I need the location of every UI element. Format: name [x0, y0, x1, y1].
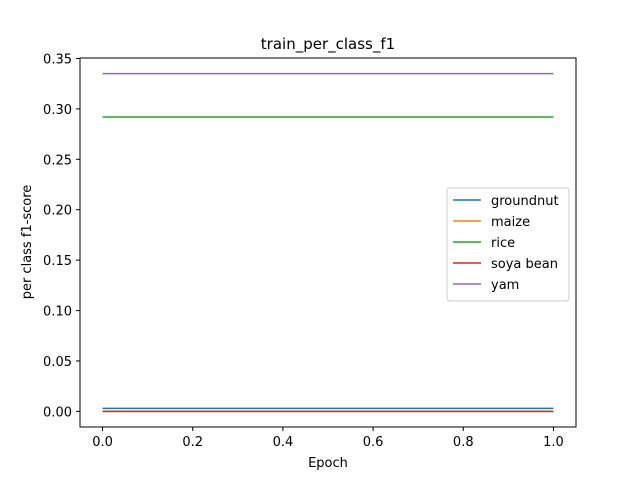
x-tick-label: 0.6: [363, 435, 384, 450]
y-tick-label: 0.35: [43, 53, 72, 68]
legend: groundnut maize rice soya bean yam: [446, 187, 570, 302]
y-axis-label: per class f1-score: [20, 185, 35, 300]
legend-box: [446, 187, 570, 302]
legend-entry-soya-bean: soya bean: [491, 257, 558, 272]
legend-entry-rice: rice: [491, 236, 515, 251]
legend-entry-yam: yam: [491, 278, 519, 293]
y-tick-label: 0.15: [43, 254, 72, 269]
x-axis-label: Epoch: [308, 456, 348, 471]
plot-lines: [102, 72, 554, 413]
y-tick-label: 0.30: [43, 103, 72, 118]
legend-entry-maize: maize: [491, 215, 530, 230]
y-tick-label: 0.10: [43, 305, 72, 320]
y-tick-label: 0.05: [43, 355, 72, 370]
legend-entry-groundnut: groundnut: [491, 194, 559, 209]
x-tick-label: 0.8: [453, 435, 474, 450]
plot-frame: [79, 57, 577, 428]
x-axis: 0.0 0.2 0.4 0.6 0.8 1.0: [92, 427, 564, 450]
y-tick-label: 0.20: [43, 204, 72, 219]
x-tick-label: 0.2: [182, 435, 203, 450]
y-tick-label: 0.25: [43, 153, 72, 168]
chart-title: train_per_class_f1: [261, 35, 395, 54]
x-tick-label: 1.0: [543, 435, 564, 450]
y-tick-label: 0.00: [43, 405, 72, 420]
x-tick-label: 0.0: [92, 435, 113, 450]
x-tick-label: 0.4: [273, 435, 294, 450]
y-axis: 0.00 0.05 0.10 0.15 0.20 0.25 0.30 0.35: [43, 53, 80, 420]
